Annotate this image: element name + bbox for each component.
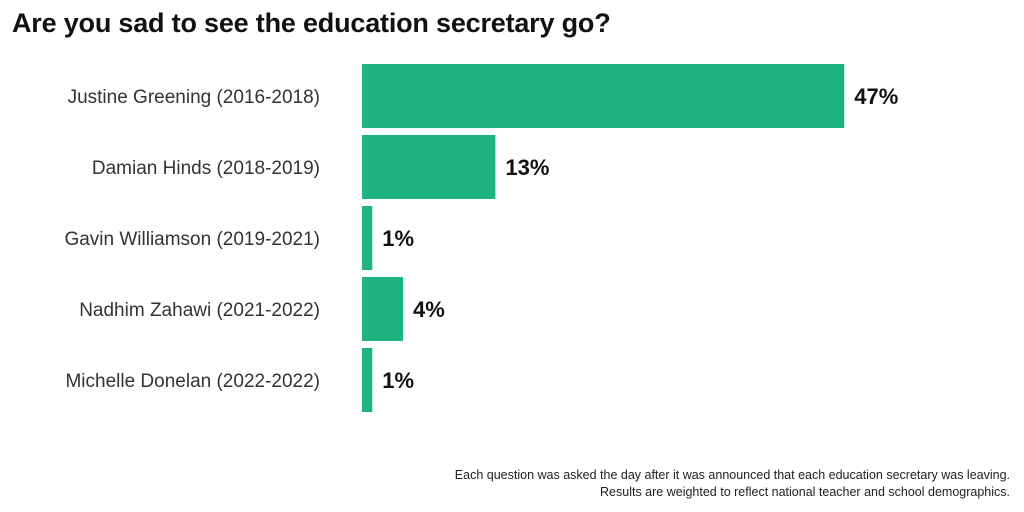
value-label: 13% bbox=[505, 155, 549, 180]
category-label: Michelle Donelan (2022-2022) bbox=[65, 371, 320, 392]
bar bbox=[362, 348, 373, 412]
value-label: 47% bbox=[854, 84, 898, 109]
value-label: 1% bbox=[382, 368, 414, 393]
footnote-2: Results are weighted to reflect national… bbox=[600, 485, 1010, 499]
chart-title: Are you sad to see the education secreta… bbox=[12, 8, 611, 38]
bar bbox=[362, 64, 845, 128]
category-label: Damian Hinds (2018-2019) bbox=[92, 158, 320, 179]
footnote-1: Each question was asked the day after it… bbox=[454, 468, 1010, 482]
category-label: Justine Greening (2016-2018) bbox=[68, 87, 320, 108]
category-label: Gavin Williamson (2019-2021) bbox=[64, 229, 320, 250]
bar bbox=[362, 277, 404, 341]
value-label: 1% bbox=[382, 226, 414, 251]
bar bbox=[362, 135, 496, 199]
value-label: 4% bbox=[413, 297, 445, 322]
category-label: Nadhim Zahawi (2021-2022) bbox=[79, 300, 320, 321]
bar bbox=[362, 206, 373, 270]
